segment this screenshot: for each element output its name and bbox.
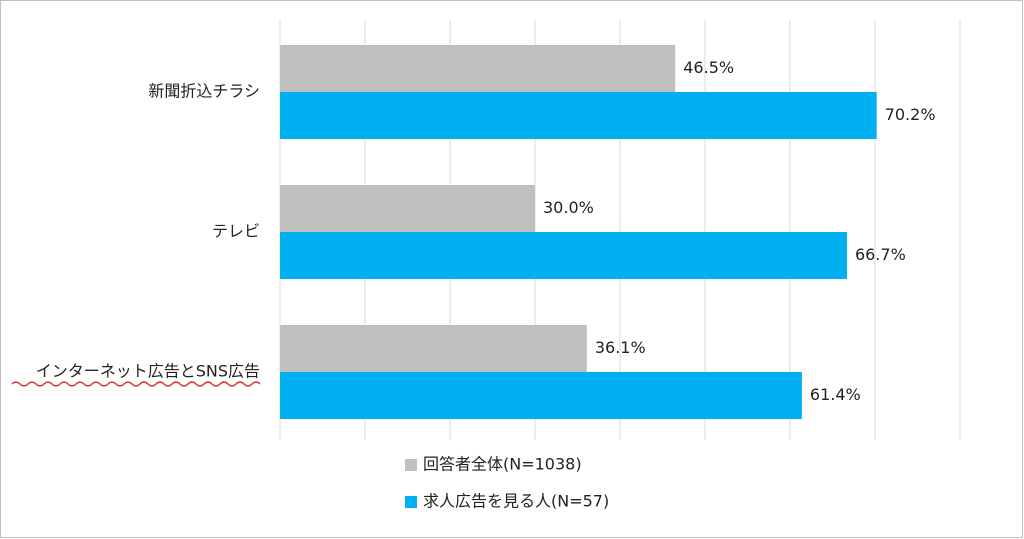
- bar: [280, 185, 535, 232]
- bar: [280, 372, 802, 419]
- bar: [280, 325, 587, 372]
- value-label: 70.2%: [885, 105, 936, 124]
- spellcheck-underline: [11, 381, 261, 387]
- value-label: 36.1%: [595, 338, 646, 357]
- value-label: 46.5%: [683, 58, 734, 77]
- bar: [280, 45, 676, 92]
- value-label: 66.7%: [855, 245, 906, 264]
- bar: [280, 232, 847, 279]
- legend-swatch: [405, 496, 417, 508]
- y-tick-label: テレビ: [212, 222, 260, 241]
- value-label: 61.4%: [810, 385, 861, 404]
- y-tick-label: インターネット広告とSNS広告: [36, 362, 260, 381]
- legend-swatch: [405, 459, 417, 471]
- bar: [280, 92, 877, 139]
- legend-label: 求人広告を見る人(N=57): [423, 492, 609, 511]
- legend-label: 回答者全体(N=1038): [423, 455, 582, 474]
- y-tick-label: 新聞折込チラシ: [148, 82, 260, 101]
- value-label: 30.0%: [543, 198, 594, 217]
